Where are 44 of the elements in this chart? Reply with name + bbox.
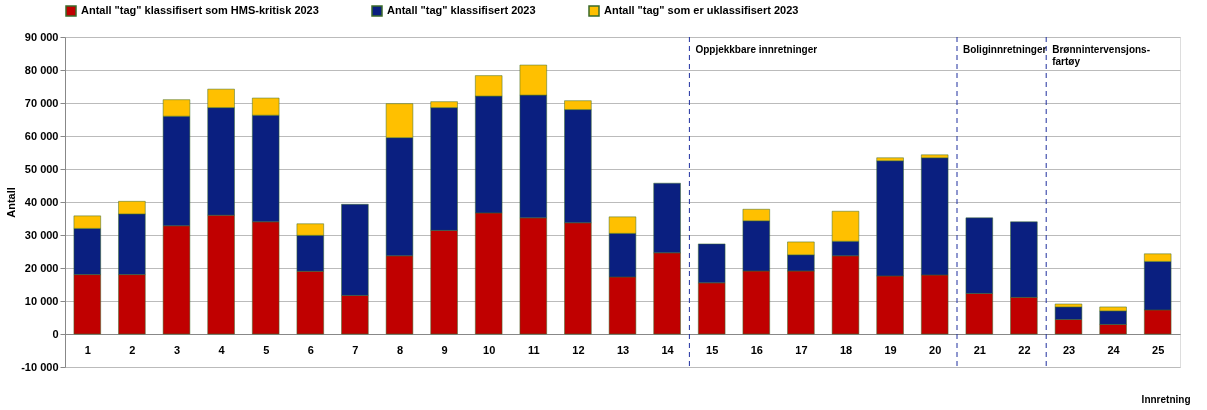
y-tick-label: 50 000 bbox=[24, 162, 59, 175]
y-tick-label: 70 000 bbox=[24, 96, 59, 109]
x-tick-label: 6 bbox=[307, 343, 314, 356]
x-tick-label: 15 bbox=[706, 343, 719, 356]
ref-line-label: Brønnintervensjons- fartøy bbox=[1052, 44, 1150, 67]
x-tick-label: 13 bbox=[616, 343, 630, 356]
y-tick-label: -10 000 bbox=[21, 360, 59, 373]
legend-label: Antall "tag" klassifisert som HMS-kritisk 2023 bbox=[81, 4, 319, 16]
x-tick-label: 11 bbox=[527, 343, 540, 356]
x-tick-label: 7 bbox=[352, 343, 359, 356]
y-tick-label: 90 000 bbox=[24, 30, 59, 43]
x-tick-label: 4 bbox=[218, 343, 226, 356]
y-tick-label: 0 bbox=[52, 327, 59, 340]
x-tick-label: 9 bbox=[441, 343, 448, 356]
legend-label: Antall "tag" klassifisert 2023 bbox=[387, 4, 536, 16]
x-tick-label: 16 bbox=[750, 343, 763, 356]
x-tick-label: 2 bbox=[129, 343, 136, 356]
x-tick-label: 1 bbox=[84, 343, 91, 356]
x-tick-label: 19 bbox=[884, 343, 897, 356]
y-axis-title: Antall bbox=[5, 187, 18, 218]
x-tick-label: 18 bbox=[839, 343, 853, 356]
x-tick-label: 25 bbox=[1152, 343, 1165, 356]
x-tick-label: 3 bbox=[173, 343, 181, 356]
y-tick-label: 10 000 bbox=[24, 294, 59, 307]
x-tick-label: 12 bbox=[572, 343, 585, 356]
legend-label: Antall "tag" som er uklassifisert 2023 bbox=[604, 4, 799, 16]
y-tick-label: 40 000 bbox=[24, 195, 59, 208]
x-tick-label: 17 bbox=[795, 343, 808, 356]
x-tick-label: 10 bbox=[483, 343, 496, 356]
x-tick-label: 24 bbox=[1107, 343, 1121, 356]
x-tick-label: 14 bbox=[661, 343, 675, 356]
ref-line-label: Boliginnretninger bbox=[963, 44, 1047, 55]
x-tick-label: 8 bbox=[396, 343, 404, 356]
x-tick-label: 21 bbox=[973, 343, 986, 356]
y-tick-label: 30 000 bbox=[24, 228, 59, 241]
x-tick-label: 23 bbox=[1062, 343, 1076, 356]
x-tick-label: 20 bbox=[929, 343, 942, 356]
x-tick-label: 5 bbox=[263, 343, 270, 356]
y-tick-label: 60 000 bbox=[24, 129, 59, 142]
y-tick-label: 20 000 bbox=[24, 261, 59, 274]
y-tick-label: 80 000 bbox=[24, 63, 59, 76]
x-axis-title: Innretning bbox=[1141, 393, 1191, 405]
ref-line-label: Oppjekkbare innretninger bbox=[695, 44, 818, 55]
x-tick-label: 22 bbox=[1018, 343, 1031, 356]
